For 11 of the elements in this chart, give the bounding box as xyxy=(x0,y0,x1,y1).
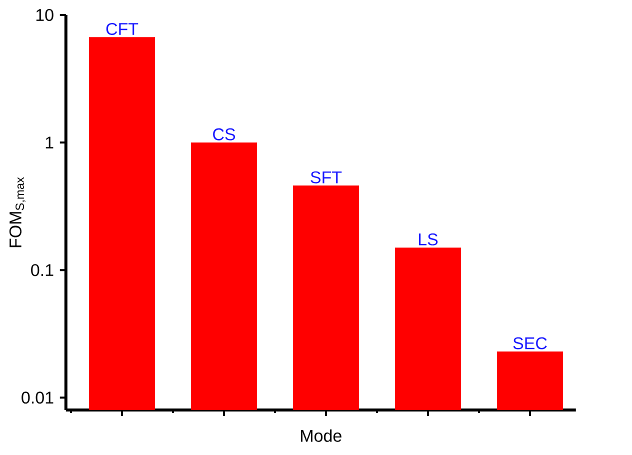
x-tick-label: LS xyxy=(418,233,438,246)
x-tick-label: CS xyxy=(213,128,236,140)
x-tick-label: SFT xyxy=(310,171,342,184)
y-tick-label: 0.1 xyxy=(31,264,54,276)
y-tick-label: 0.01 xyxy=(22,392,54,404)
y-tick-label: 10 xyxy=(36,8,54,22)
x-axis-title: Mode xyxy=(301,429,342,442)
y-tick-label: 1 xyxy=(46,136,54,148)
x-tick-label: CFT xyxy=(106,22,138,35)
y-axis-title: FOM$_{S,max}$ xyxy=(9,177,26,248)
x-tick-label: SEC xyxy=(513,337,547,350)
